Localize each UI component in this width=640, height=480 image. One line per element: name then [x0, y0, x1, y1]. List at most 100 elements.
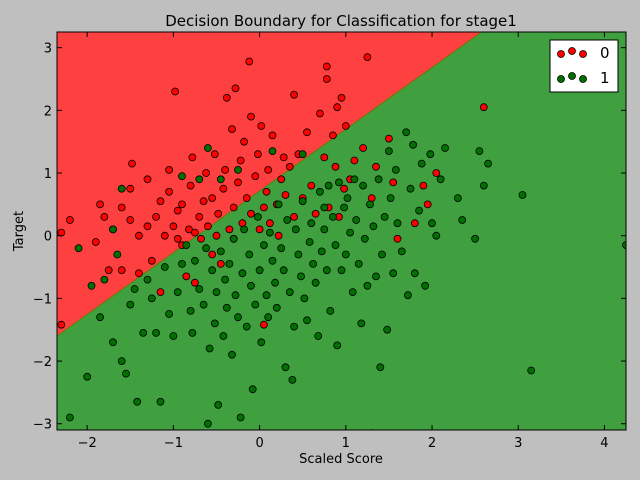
point-class-0	[222, 93, 231, 102]
point-class-1	[178, 259, 186, 268]
point-class-1	[288, 375, 297, 384]
point-class-0	[393, 234, 402, 243]
chart-title: Decision Boundary for Classification for…	[165, 12, 517, 30]
point-class-1	[117, 184, 126, 193]
point-class-0	[208, 250, 217, 259]
point-class-0	[253, 150, 262, 159]
point-class-1	[186, 306, 195, 315]
point-class-1	[272, 303, 281, 312]
point-class-1	[357, 319, 366, 328]
point-class-0	[274, 231, 283, 240]
point-class-0	[240, 137, 249, 146]
plot-area	[57, 32, 626, 430]
point-class-0	[285, 162, 294, 171]
point-class-1	[126, 300, 135, 309]
point-class-1	[113, 250, 122, 259]
point-class-1	[421, 281, 430, 290]
point-class-1	[384, 147, 393, 156]
point-class-1	[333, 341, 342, 350]
point-class-1	[376, 363, 385, 372]
legend-label-1: 1	[600, 69, 610, 87]
point-class-1	[222, 303, 231, 312]
point-class-1	[219, 332, 228, 340]
point-class-1	[245, 250, 254, 259]
point-class-1	[298, 150, 307, 159]
point-class-1	[359, 181, 368, 190]
point-class-0	[225, 225, 234, 234]
point-class-0	[57, 228, 66, 237]
decision-boundary-line	[57, 32, 483, 337]
point-class-1	[350, 175, 359, 184]
point-class-0	[251, 172, 260, 181]
point-class-0	[255, 225, 264, 234]
point-class-1	[238, 269, 247, 278]
point-class-1	[309, 259, 318, 268]
point-class-1	[458, 216, 467, 224]
x-tick-label: 4	[600, 436, 608, 451]
point-class-0	[257, 122, 266, 130]
point-class-1	[298, 197, 307, 206]
legend-label-0: 0	[600, 44, 610, 62]
point-class-1	[242, 322, 251, 331]
legend-box	[549, 39, 619, 93]
point-class-1	[343, 194, 352, 203]
point-class-0	[315, 109, 324, 118]
y-axis-ticks: −3 −2 −1 0 1 2 3	[33, 42, 626, 433]
point-class-1	[360, 234, 369, 243]
point-class-1	[264, 313, 273, 322]
x-tick-label: −2	[78, 436, 97, 451]
point-class-1	[397, 247, 406, 256]
point-class-0	[143, 175, 152, 184]
point-class-1	[182, 241, 191, 250]
point-class-0	[262, 187, 271, 196]
point-class-0	[259, 203, 268, 212]
point-class-1	[255, 266, 264, 275]
point-class-1	[216, 247, 225, 256]
point-class-1	[354, 259, 363, 268]
point-class-1	[317, 247, 326, 256]
point-class-0	[100, 212, 109, 221]
point-class-1	[322, 266, 331, 275]
point-class-1	[453, 194, 462, 203]
point-class-0	[214, 209, 223, 218]
point-class-1	[518, 191, 527, 199]
point-class-0	[264, 165, 273, 174]
point-class-0	[322, 75, 331, 83]
point-class-1	[195, 175, 204, 184]
point-class-1	[212, 288, 221, 297]
y-tick-label: −1	[33, 292, 52, 307]
point-class-1	[169, 332, 178, 340]
point-class-0	[171, 87, 180, 96]
point-class-1	[346, 228, 355, 237]
point-class-0	[219, 184, 228, 193]
legend-entry-0: 0	[557, 44, 610, 62]
legend-marker-1	[568, 72, 576, 80]
point-class-1	[203, 144, 212, 152]
point-class-1	[251, 300, 260, 309]
point-class-1	[257, 338, 266, 347]
legend-marker-0	[579, 50, 587, 58]
legend-marker-1	[579, 75, 587, 83]
point-class-0	[126, 216, 135, 224]
point-class-0	[117, 203, 126, 212]
region-class-1	[57, 32, 626, 430]
point-class-1	[240, 225, 249, 234]
point-class-0	[231, 84, 240, 93]
point-class-0	[384, 134, 393, 143]
point-class-0	[184, 225, 193, 234]
point-class-1	[147, 294, 156, 303]
x-tick-label: 1	[342, 436, 350, 451]
point-class-0	[245, 57, 254, 66]
point-class-1	[190, 256, 199, 265]
point-class-0	[186, 181, 195, 190]
point-class-1	[386, 194, 395, 203]
point-class-1	[87, 281, 96, 290]
point-class-1	[352, 216, 361, 224]
point-class-1	[268, 256, 277, 265]
point-class-1	[374, 175, 383, 184]
x-tick-label: 3	[514, 436, 522, 451]
point-class-1	[234, 313, 242, 322]
point-class-0	[479, 103, 488, 112]
point-class-0	[96, 200, 104, 209]
point-class-0	[197, 234, 205, 243]
